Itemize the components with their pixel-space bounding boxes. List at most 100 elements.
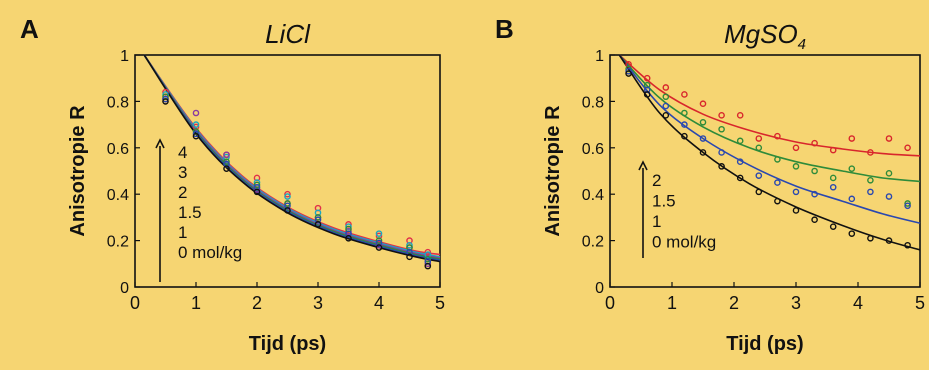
x-tick-label: 3 <box>791 293 801 313</box>
legend-label: 4 <box>178 143 187 162</box>
y-axis-label: Anisotropie R <box>67 105 89 237</box>
x-tick-label: 3 <box>313 293 323 313</box>
legend-label: 1 <box>178 223 187 242</box>
data-point <box>885 170 893 177</box>
data-point <box>223 158 230 166</box>
data-point <box>643 91 651 98</box>
data-point <box>284 193 291 200</box>
y-tick-label: 0.6 <box>107 141 129 158</box>
legend-label: 0 mol/kg <box>652 233 716 252</box>
data-point <box>284 190 291 198</box>
data-point <box>192 121 200 128</box>
data-point <box>755 135 763 142</box>
data-point <box>662 102 670 110</box>
data-point <box>848 165 856 172</box>
data-point <box>192 109 200 117</box>
y-tick-label: 0.4 <box>582 187 604 204</box>
plot-frame <box>609 54 921 288</box>
data-point <box>375 244 383 251</box>
data-point <box>406 253 413 261</box>
data-point <box>848 135 856 142</box>
legend-label: 0 mol/kg <box>178 243 242 262</box>
data-point <box>811 167 818 175</box>
data-point <box>643 74 651 82</box>
legend-label: 1.5 <box>178 203 202 222</box>
data-point <box>774 156 781 163</box>
data-point <box>736 158 744 166</box>
y-tick-label: 0.2 <box>582 234 604 251</box>
data-point <box>829 183 837 191</box>
y-tick-label: 0.8 <box>107 94 129 111</box>
data-point <box>867 188 874 196</box>
data-point <box>811 139 818 147</box>
data-point <box>718 112 725 119</box>
data-point <box>774 132 781 140</box>
data-point <box>774 197 781 205</box>
fit-curve <box>618 54 921 224</box>
data-point <box>314 214 322 221</box>
x-tick-label: 0 <box>130 293 140 313</box>
data-point <box>662 112 670 119</box>
panel-letter: B <box>495 14 514 44</box>
data-point <box>223 151 230 159</box>
data-point <box>811 216 818 224</box>
plot-frame <box>134 54 441 288</box>
data-point <box>774 179 781 186</box>
data-point <box>375 230 383 237</box>
legend-label: 3 <box>178 163 187 182</box>
y-tick-label: 1 <box>595 48 604 65</box>
x-tick-label: 2 <box>729 293 739 313</box>
panel-letter: A <box>20 14 39 44</box>
data-point <box>755 144 763 152</box>
data-point <box>284 207 291 214</box>
data-point <box>736 112 744 119</box>
x-axis-label: Tijd (ps) <box>726 333 803 355</box>
data-point <box>848 230 856 237</box>
legend-arrow-head <box>155 138 165 149</box>
y-tick-label: 0.6 <box>582 141 604 158</box>
data-point <box>736 174 744 182</box>
data-point <box>792 188 800 196</box>
data-point <box>681 121 688 128</box>
fit-curve <box>618 54 921 183</box>
data-point <box>406 241 413 249</box>
y-tick-label: 0 <box>595 280 604 297</box>
data-point <box>162 98 169 105</box>
data-point <box>375 237 383 244</box>
x-tick-label: 5 <box>435 293 445 313</box>
data-point <box>848 195 856 203</box>
data-point <box>699 149 707 156</box>
legend-label: 2 <box>178 183 187 202</box>
y-tick-label: 0 <box>120 280 129 297</box>
data-point <box>885 237 893 244</box>
data-point <box>718 149 725 156</box>
data-point <box>699 135 707 142</box>
data-point <box>314 221 322 228</box>
data-point <box>662 84 670 91</box>
data-point <box>811 190 818 198</box>
data-point <box>718 125 725 133</box>
chart-title-subscript: 4 <box>798 36 806 53</box>
y-axis-label: Anisotropie R <box>542 105 564 237</box>
data-point <box>867 234 874 242</box>
x-tick-label: 5 <box>915 293 925 313</box>
y-tick-label: 1 <box>120 48 129 65</box>
data-point <box>253 181 261 189</box>
data-point <box>681 132 688 140</box>
x-tick-label: 2 <box>252 293 262 313</box>
data-point <box>718 163 725 170</box>
data-point <box>755 188 763 196</box>
legend-arrow-head <box>638 160 648 171</box>
data-point <box>192 130 200 138</box>
chart-title-text: MgSO <box>724 19 798 49</box>
legend-label: 2 <box>652 171 661 190</box>
x-tick-label: 4 <box>853 293 863 313</box>
data-point <box>223 165 230 172</box>
data-point <box>345 234 352 242</box>
data-point <box>625 70 632 77</box>
data-point <box>424 248 432 256</box>
